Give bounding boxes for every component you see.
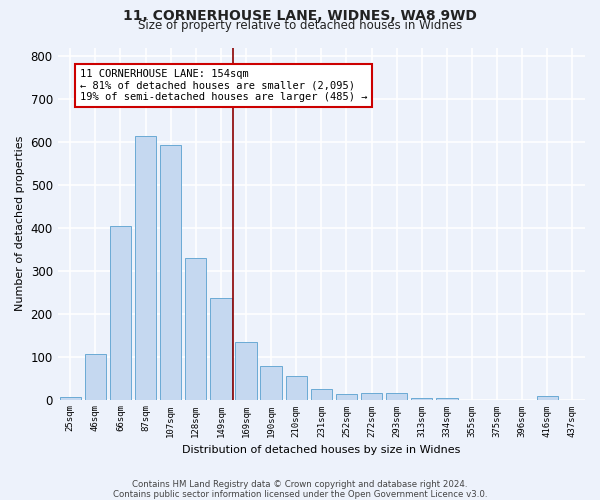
Bar [436,398,458,400]
Bar [411,398,433,400]
Text: Size of property relative to detached houses in Widnes: Size of property relative to detached ho… [138,19,462,32]
Bar [210,298,232,400]
Text: 11, CORNERHOUSE LANE, WIDNES, WA8 9WD: 11, CORNERHOUSE LANE, WIDNES, WA8 9WD [123,9,477,23]
Bar [85,354,106,400]
Bar [536,396,558,400]
Bar [135,136,156,400]
Bar [235,342,257,400]
Bar [286,376,307,400]
Bar [260,366,282,400]
Text: Contains HM Land Registry data © Crown copyright and database right 2024.
Contai: Contains HM Land Registry data © Crown c… [113,480,487,499]
Bar [386,393,407,400]
Bar [336,394,357,400]
Bar [311,389,332,400]
Bar [110,226,131,400]
Bar [361,393,382,400]
Y-axis label: Number of detached properties: Number of detached properties [15,136,25,311]
Bar [160,146,181,400]
Text: 11 CORNERHOUSE LANE: 154sqm
← 81% of detached houses are smaller (2,095)
19% of : 11 CORNERHOUSE LANE: 154sqm ← 81% of det… [80,69,367,102]
Bar [59,396,81,400]
X-axis label: Distribution of detached houses by size in Widnes: Distribution of detached houses by size … [182,445,461,455]
Bar [185,258,206,400]
